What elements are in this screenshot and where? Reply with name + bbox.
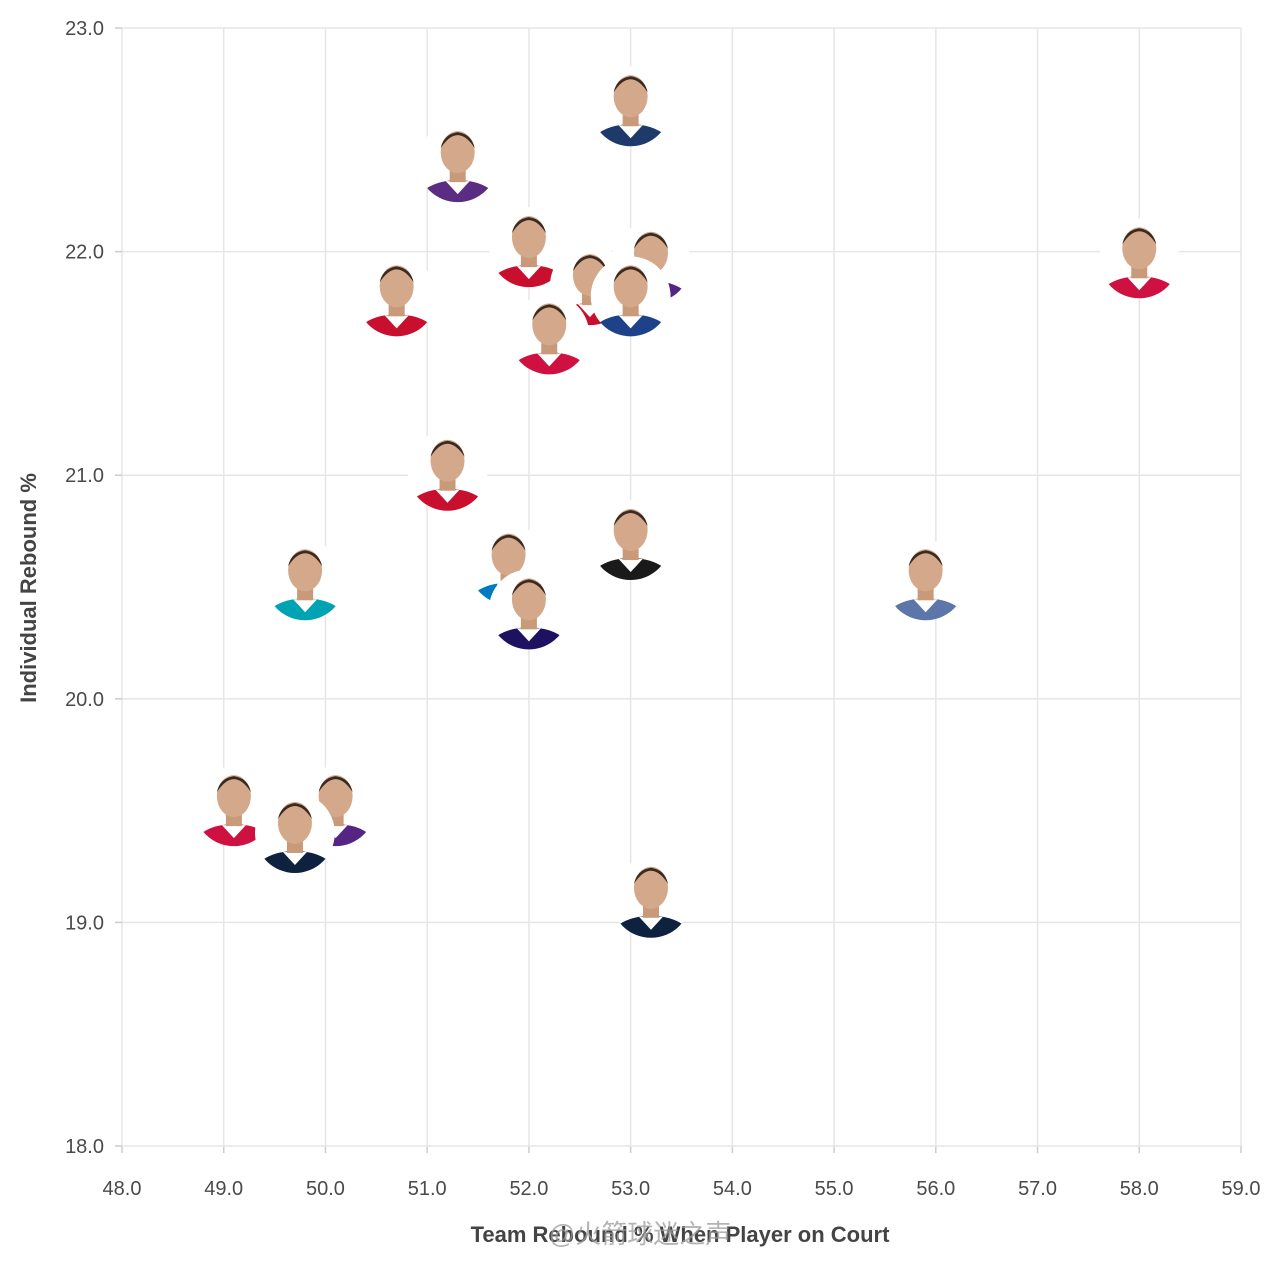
y-axis-title: Individual Rebound % bbox=[16, 473, 41, 703]
player-headshot-point bbox=[590, 256, 671, 337]
player-headshot-point bbox=[1099, 218, 1180, 299]
y-tick-label: 23.0 bbox=[65, 18, 104, 40]
x-tick-label: 49.0 bbox=[204, 1178, 243, 1200]
player-headshot-point bbox=[590, 500, 671, 581]
player-headshot-point bbox=[488, 569, 569, 650]
player-headshot-point bbox=[356, 256, 437, 337]
grid-layer bbox=[115, 27, 1242, 1153]
y-tick-label: 22.0 bbox=[65, 242, 104, 264]
x-tick-label: 59.0 bbox=[1222, 1178, 1261, 1200]
y-tick-label: 20.0 bbox=[65, 689, 104, 711]
x-tick-label: 55.0 bbox=[815, 1178, 854, 1200]
player-headshot-point bbox=[407, 430, 488, 511]
player-headshot-point bbox=[265, 540, 346, 621]
player-headshot-point bbox=[885, 540, 966, 621]
x-tick-label: 50.0 bbox=[306, 1178, 345, 1200]
tick-label-layer: 48.0 49.0 50.0 51.0 52.0 53.0 54.0 55.0 56.0 57.0… bbox=[65, 18, 1260, 1200]
player-headshot-point bbox=[590, 66, 671, 147]
player-headshot-point bbox=[509, 294, 590, 375]
x-tick-label: 58.0 bbox=[1120, 1178, 1159, 1200]
player-headshot-point bbox=[488, 207, 569, 288]
x-tick-label: 48.0 bbox=[103, 1178, 142, 1200]
x-tick-label: 54.0 bbox=[713, 1178, 752, 1200]
x-tick-label: 57.0 bbox=[1018, 1178, 1057, 1200]
player-headshot-point bbox=[610, 857, 691, 938]
data-point-layer bbox=[193, 66, 1180, 938]
x-tick-label: 52.0 bbox=[509, 1178, 548, 1200]
y-tick-label: 19.0 bbox=[65, 912, 104, 934]
x-tick-label: 56.0 bbox=[916, 1178, 955, 1200]
x-axis-title: Team Rebound % When Player on Court bbox=[471, 1222, 891, 1247]
player-headshot-point bbox=[417, 122, 498, 203]
y-tick-label: 18.0 bbox=[65, 1136, 104, 1158]
y-tick-label: 21.0 bbox=[65, 465, 104, 487]
player-headshot-point bbox=[193, 766, 274, 847]
player-headshot-point bbox=[254, 792, 335, 873]
watermark-text: @火箭球迷之声 bbox=[549, 1219, 731, 1249]
x-tick-label: 53.0 bbox=[611, 1178, 650, 1200]
x-tick-label: 51.0 bbox=[408, 1178, 447, 1200]
